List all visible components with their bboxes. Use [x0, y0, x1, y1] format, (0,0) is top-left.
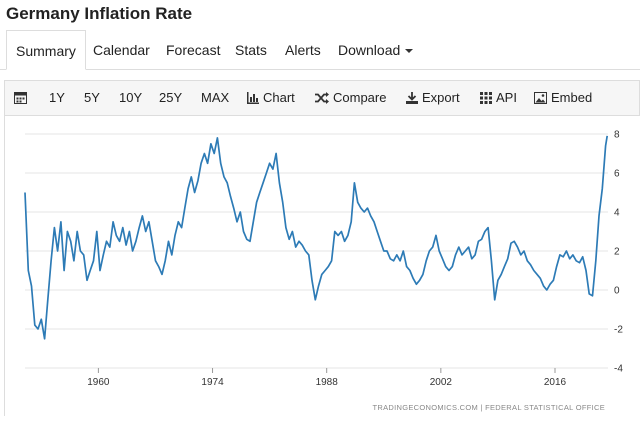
api-button-label: API [496, 90, 517, 105]
y-tick-label: 6 [614, 169, 620, 180]
source-label: TRADINGECONOMICS.COM | FEDERAL STATISTIC… [373, 403, 606, 412]
chart-button-label: Chart [263, 90, 295, 105]
embed-button[interactable]: Embed [534, 81, 592, 115]
shuffle-icon [315, 92, 329, 104]
grid-icon [480, 92, 492, 104]
api-button[interactable]: API [480, 81, 517, 115]
x-tick-label: 1988 [316, 377, 339, 388]
tab-download[interactable]: Download [338, 30, 414, 70]
compare-button[interactable]: Compare [315, 81, 386, 115]
calendar-button[interactable] [14, 81, 31, 115]
chart-area: 1960 1974 1988 2002 2016 -4 -2 0 2 4 6 8 TRADINGEC… [4, 116, 640, 416]
x-axis-ticks: 1960 1974 1988 2002 2016 [87, 368, 567, 388]
range-5y-button[interactable]: 5Y [84, 90, 100, 105]
tab-alerts[interactable]: Alerts [285, 42, 321, 58]
range-max-button[interactable]: MAX [201, 90, 230, 105]
y-tick-label: -4 [614, 364, 623, 375]
range-1y-button[interactable]: 1Y [49, 90, 65, 105]
compare-button-label: Compare [333, 90, 387, 105]
chart-button[interactable]: Chart [247, 81, 295, 115]
export-button-label: Export [422, 90, 460, 105]
tab-summary[interactable]: Summary [6, 30, 86, 70]
inflation-line-chart: 1960 1974 1988 2002 2016 -4 -2 0 2 4 6 8 TRADINGEC… [24, 130, 623, 412]
x-tick-label: 2016 [544, 377, 567, 388]
x-tick-label: 1960 [87, 377, 110, 388]
image-icon [534, 92, 547, 104]
x-tick-label: 1974 [201, 377, 224, 388]
y-tick-label: 0 [614, 286, 620, 297]
series-line-inflation-rate [24, 135, 609, 340]
tab-download-label: Download [338, 42, 401, 58]
tab-stats[interactable]: Stats [235, 42, 267, 58]
x-tick-label: 2002 [430, 377, 453, 388]
y-tick-label: 4 [614, 208, 620, 219]
grid-lines [25, 133, 608, 369]
export-button[interactable]: Export [406, 81, 460, 115]
page-title: Germany Inflation Rate [6, 4, 193, 23]
bar-chart-icon [247, 92, 259, 104]
download-icon [406, 92, 418, 104]
range-25y-button[interactable]: 25Y [159, 90, 183, 105]
tab-bar: Summary Calendar Forecast Stats Alerts D… [0, 30, 640, 70]
embed-button-label: Embed [551, 90, 593, 105]
y-tick-label: 8 [614, 130, 620, 141]
y-axis-ticks: -4 -2 0 2 4 6 8 [614, 130, 623, 375]
caret-down-icon [405, 49, 414, 54]
y-tick-label: 2 [614, 247, 620, 258]
calendar-icon [14, 92, 27, 104]
range-10y-button[interactable]: 10Y [119, 90, 143, 105]
chart-toolbar: 1Y 5Y 10Y 25Y MAX Chart Compare Export A… [4, 80, 640, 116]
tab-calendar[interactable]: Calendar [93, 42, 150, 58]
tab-forecast[interactable]: Forecast [166, 42, 221, 58]
y-tick-label: -2 [614, 325, 623, 336]
